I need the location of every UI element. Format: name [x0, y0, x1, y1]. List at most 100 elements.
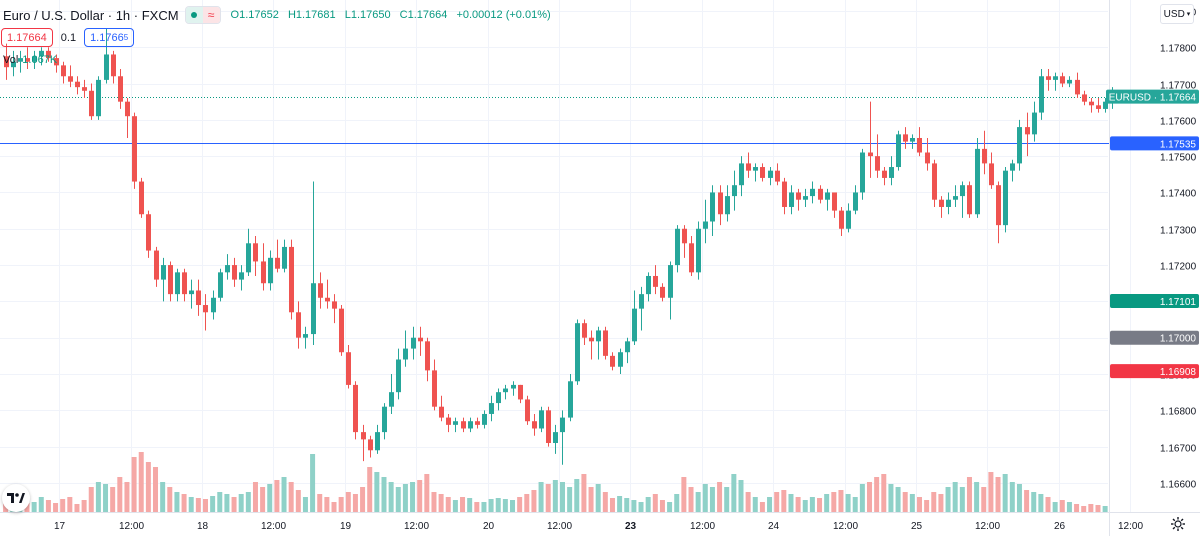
sell-button[interactable]: 1.17664 [1, 28, 53, 47]
volume-bar [445, 497, 451, 512]
candle-body [882, 170, 887, 178]
volume-bar [281, 477, 287, 512]
volume-bar [110, 487, 116, 512]
candle-body [518, 384, 523, 400]
volume-bar [510, 500, 516, 512]
candle-body [932, 163, 937, 200]
candle-body [560, 417, 565, 433]
volume-bar [1024, 490, 1030, 512]
candle-body [917, 137, 922, 153]
volume-bar [916, 497, 922, 512]
candle-body [389, 392, 394, 407]
candle-body [575, 323, 580, 382]
volume-bar [717, 482, 723, 512]
candle-body [596, 330, 601, 342]
candle-body [582, 323, 587, 338]
volume-bar [602, 492, 608, 512]
price-axis[interactable]: 1.179001.178001.177001.176001.175001.174… [1109, 0, 1197, 536]
candle-body [61, 65, 66, 77]
volume-bar [702, 484, 708, 512]
volume-bar [95, 482, 101, 512]
candle-body [860, 152, 865, 193]
time-axis[interactable]: 17 12:00 18 12:00 19 12:00 20 12:00 23 12:00 24 12:… [0, 512, 1200, 533]
y-tick-label: 1.17500 [1160, 153, 1197, 164]
candle-body [846, 210, 851, 229]
candle-body [682, 228, 687, 244]
volume-bar [452, 500, 458, 512]
currency-selector[interactable]: USD ▾ [1160, 4, 1194, 24]
candle-body [154, 250, 159, 280]
legend-toggle[interactable]: ≈ [184, 6, 221, 24]
volume-bar [881, 474, 887, 512]
volume-bar [945, 487, 951, 512]
candle-body [161, 265, 166, 280]
volume-bar [424, 474, 430, 512]
volume-bar [617, 496, 623, 512]
volume-bar [160, 482, 166, 512]
candle-body [96, 79, 101, 117]
volume-bar [267, 484, 273, 512]
volume-bar [231, 497, 237, 512]
candle-body [760, 167, 765, 178]
candle-body [603, 330, 608, 356]
volume-legend[interactable]: Vol 1.067K [3, 54, 57, 66]
candle-body [953, 196, 958, 200]
buy-button[interactable]: 1.1766 5 [84, 28, 135, 47]
volume-bar [388, 482, 394, 512]
candle-body [332, 301, 337, 309]
candle-body [696, 228, 701, 273]
volume-bar [310, 454, 316, 512]
candle-body [989, 163, 994, 186]
volume-bar [31, 502, 37, 512]
candle-body [668, 265, 673, 298]
gear-icon[interactable] [1170, 516, 1186, 532]
x-tick-label: 12:00 [1118, 521, 1143, 532]
volume-bar [752, 497, 758, 512]
candle-body [967, 185, 972, 215]
volume-bar [45, 500, 51, 512]
volume-bar [352, 494, 358, 512]
approx-icon[interactable]: ≈ [202, 7, 220, 23]
candle-body [703, 221, 708, 229]
candle-body [361, 432, 366, 440]
volume-bar [738, 480, 744, 512]
mid-price-tag-bg [1110, 330, 1199, 345]
tradingview-logo[interactable] [2, 484, 30, 512]
volume-bar [467, 498, 473, 512]
candle-body [718, 192, 723, 215]
trade-quote: 1.17664 0.1 1.1766 5 [1, 28, 135, 47]
candle-body [546, 410, 551, 444]
candle-body [525, 399, 530, 422]
bid-price-tag: 1.16908 [1160, 367, 1197, 378]
symbol-title[interactable]: Euro / U.S. Dollar · 1h · FXCM [3, 7, 179, 23]
candle-body [125, 101, 130, 117]
volume-bar [659, 500, 665, 512]
candle-body [489, 403, 494, 414]
volume-bar [360, 487, 366, 512]
candle-body [132, 116, 137, 182]
volume-bar [781, 490, 787, 512]
candle-body [146, 214, 151, 251]
candle-body [4, 56, 9, 68]
candle-body [246, 243, 251, 273]
volume-bar [845, 494, 851, 512]
volume-bar [1088, 504, 1094, 512]
candle-body [46, 50, 51, 59]
candle-body [296, 312, 301, 338]
volume-bar [966, 477, 972, 512]
eye-icon[interactable] [185, 7, 203, 23]
candle-body [746, 163, 751, 171]
y-tick-label: 1.17300 [1160, 226, 1197, 237]
volume-bar [909, 494, 915, 512]
candle-body [646, 275, 651, 295]
volume-bar [460, 497, 466, 512]
candle-body [303, 334, 308, 338]
candle-body [353, 384, 358, 433]
candle-body [68, 76, 73, 82]
volume-bar [410, 482, 416, 512]
candle-body [1017, 127, 1022, 164]
x-tick-label: 12:00 [690, 521, 715, 532]
candle-body [1082, 94, 1087, 102]
candle-body [1089, 101, 1094, 106]
